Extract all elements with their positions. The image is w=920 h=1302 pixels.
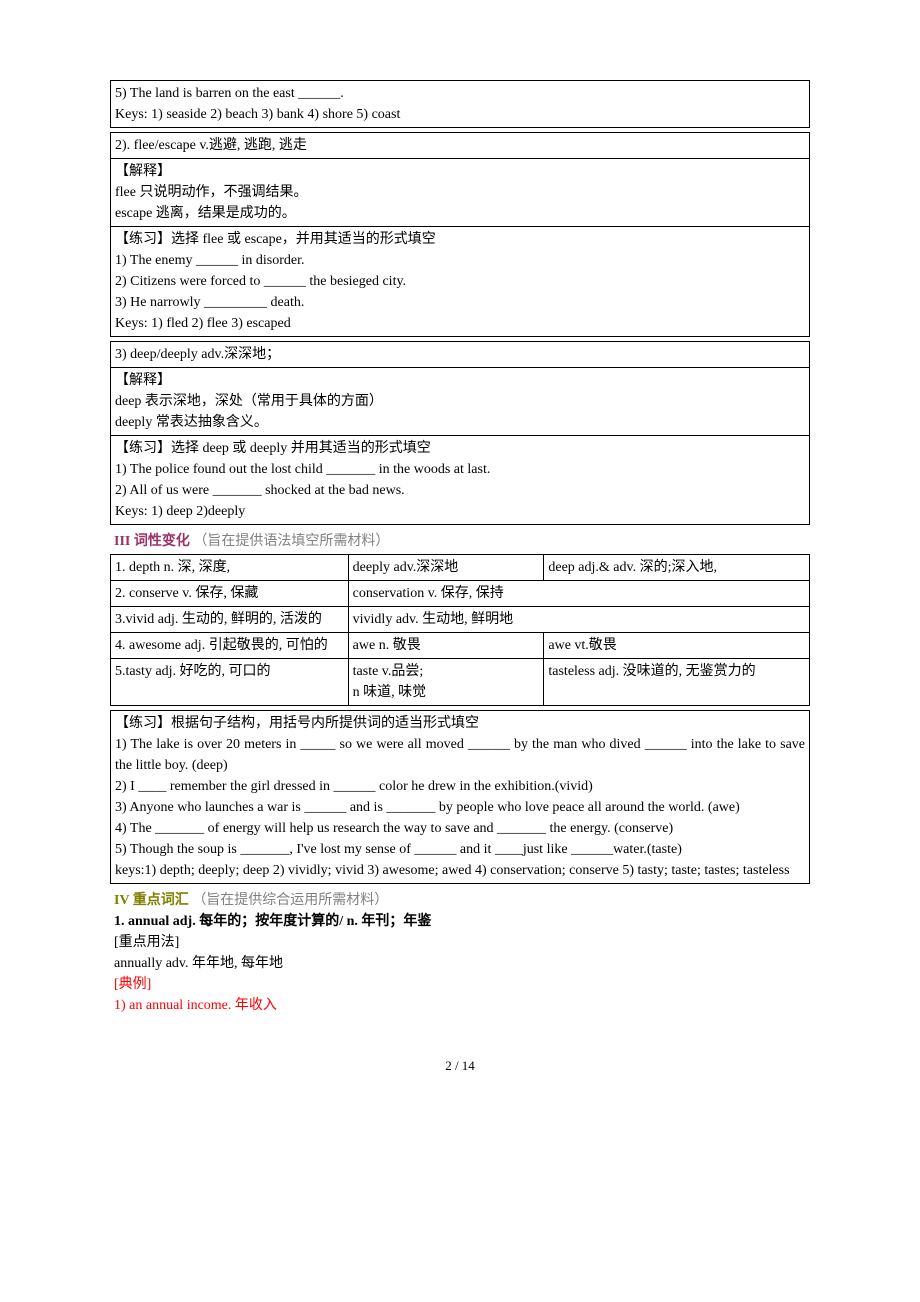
exercise-block-deep: 3) deep/deeply adv.深深地； 【解释】 deep 表示深地，深…: [110, 341, 810, 525]
top-cell: 5) The land is barren on the east ______…: [111, 81, 810, 128]
deep-q2: 2) All of us were _______ shocked at the…: [115, 480, 805, 501]
r2c1: 2. conserve v. 保存, 保藏: [111, 581, 349, 607]
prac3-q2: 2) I ____ remember the girl dressed in _…: [115, 776, 805, 797]
deep-keys: Keys: 1) deep 2)deeply: [115, 501, 805, 522]
r3c2: vividly adv. 生动地, 鲜明地: [348, 607, 809, 633]
flee-explain-2: escape 逃离，结果是成功的。: [115, 203, 805, 224]
example-label: [典例]: [114, 974, 810, 995]
section-4-block: IV 重点词汇 （旨在提供综合运用所需材料） 1. annual adj. 每年…: [110, 888, 810, 1016]
exercise-block-1: 5) The land is barren on the east ______…: [110, 80, 810, 128]
page-number: 2 / 14: [110, 1056, 810, 1076]
usage-label: [重点用法]: [114, 932, 810, 953]
deep-explain-2: deeply 常表达抽象含义。: [115, 412, 805, 433]
r2c2: conservation v. 保存, 保持: [348, 581, 809, 607]
r4c1: 4. awesome adj. 引起敬畏的, 可怕的: [111, 633, 349, 659]
flee-q1: 1) The enemy ______ in disorder.: [115, 250, 805, 271]
r4c2: awe n. 敬畏: [348, 633, 544, 659]
prac3-q1: 1) The lake is over 20 meters in _____ s…: [115, 734, 805, 776]
r5c3: tasteless adj. 没味道的, 无鉴赏力的: [544, 659, 810, 706]
section-3-heading: III 词性变化 （旨在提供语法填空所需材料）: [110, 529, 810, 554]
section-4-subtitle: （旨在提供综合运用所需材料）: [189, 893, 389, 908]
flee-q3: 3) He narrowly _________ death.: [115, 292, 805, 313]
explain-label: 【解释】: [115, 161, 805, 182]
exercise-block-flee: 2). flee/escape v.逃避, 逃跑, 逃走 【解释】 flee 只…: [110, 132, 810, 337]
practice-label: 【练习】选择 deep 或 deeply 并用其适当的形式填空: [115, 438, 805, 459]
deep-q1: 1) The police found out the lost child _…: [115, 459, 805, 480]
flee-explanation-cell: 【解释】 flee 只说明动作，不强调结果。 escape 逃离，结果是成功的。: [111, 159, 810, 227]
prac3-q3: 3) Anyone who launches a war is ______ a…: [115, 797, 805, 818]
r1c1: 1. depth n. 深, 深度,: [111, 555, 349, 581]
vocab-item-1: 1. annual adj. 每年的；按年度计算的/ n. 年刊；年鉴: [114, 911, 810, 932]
r4c3: awe vt.敬畏: [544, 633, 810, 659]
explain-label: 【解释】: [115, 370, 805, 391]
word-form-table: 1. depth n. 深, 深度, deeply adv.深深地 deep a…: [110, 554, 810, 706]
flee-title-cell: 2). flee/escape v.逃避, 逃跑, 逃走: [111, 133, 810, 159]
deep-practice-cell: 【练习】选择 deep 或 deeply 并用其适当的形式填空 1) The p…: [111, 436, 810, 525]
r5c1: 5.tasty adj. 好吃的, 可口的: [111, 659, 349, 706]
usage-1: annually adv. 年年地, 每年地: [114, 953, 810, 974]
flee-explain-1: flee 只说明动作，不强调结果。: [115, 182, 805, 203]
keys-line-1: Keys: 1) seaside 2) beach 3) bank 4) sho…: [115, 104, 805, 125]
flee-practice-cell: 【练习】选择 flee 或 escape，并用其适当的形式填空 1) The e…: [111, 227, 810, 337]
r3c1: 3.vivid adj. 生动的, 鲜明的, 活泼的: [111, 607, 349, 633]
r5c2: taste v.品尝; n 味道, 味觉: [348, 659, 544, 706]
section-4-heading: IV 重点词汇 （旨在提供综合运用所需材料）: [114, 890, 810, 911]
r1c2: deeply adv.深深地: [348, 555, 544, 581]
section3-practice-cell: 【练习】根据句子结构，用括号内所提供词的适当形式填空 1) The lake i…: [111, 711, 810, 884]
flee-q2: 2) Citizens were forced to ______ the be…: [115, 271, 805, 292]
r1c3: deep adj.& adv. 深的;深入地,: [544, 555, 810, 581]
section3-practice-box: 【练习】根据句子结构，用括号内所提供词的适当形式填空 1) The lake i…: [110, 710, 810, 884]
deep-title-cell: 3) deep/deeply adv.深深地；: [111, 342, 810, 368]
deep-explanation-cell: 【解释】 deep 表示深地，深处（常用于具体的方面） deeply 常表达抽象…: [111, 368, 810, 436]
prac3-q4: 4) The _______ of energy will help us re…: [115, 818, 805, 839]
prac3-keys: keys:1) depth; deeply; deep 2) vividly; …: [115, 860, 805, 881]
prac3-label: 【练习】根据句子结构，用括号内所提供词的适当形式填空: [115, 713, 805, 734]
document-page: 5) The land is barren on the east ______…: [0, 0, 920, 1116]
section-3-subtitle: （旨在提供语法填空所需材料）: [190, 534, 390, 549]
q5-text: 5) The land is barren on the east ______…: [115, 83, 805, 104]
example-1: 1) an annual income. 年收入: [114, 995, 810, 1016]
section-3-title: III 词性变化: [114, 534, 190, 549]
vocab-item-1-head: 1. annual adj. 每年的；按年度计算的/ n. 年刊；年鉴: [114, 914, 431, 929]
prac3-q5: 5) Though the soup is _______, I've lost…: [115, 839, 805, 860]
practice-label: 【练习】选择 flee 或 escape，并用其适当的形式填空: [115, 229, 805, 250]
flee-keys: Keys: 1) fled 2) flee 3) escaped: [115, 313, 805, 334]
section-4-title: IV 重点词汇: [114, 893, 189, 908]
deep-explain-1: deep 表示深地，深处（常用于具体的方面）: [115, 391, 805, 412]
